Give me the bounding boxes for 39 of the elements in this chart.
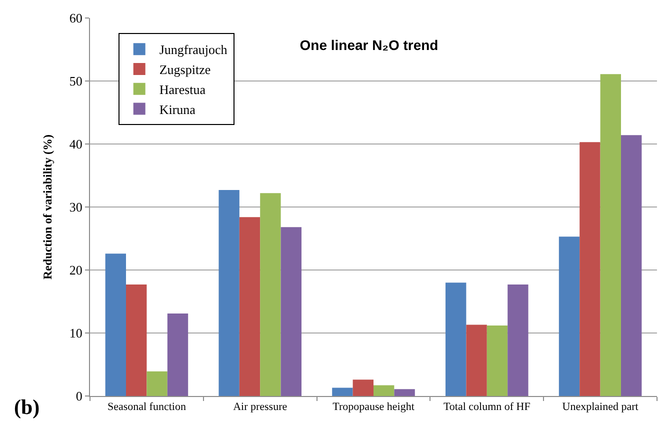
- bar: [580, 142, 600, 396]
- bar: [466, 324, 487, 396]
- bar: [332, 388, 353, 396]
- bar: [374, 385, 394, 396]
- y-tick-label: 50: [69, 74, 82, 89]
- bar: [394, 389, 415, 396]
- bar: [600, 74, 621, 396]
- bar: [558, 236, 580, 396]
- bar: [352, 380, 374, 396]
- legend-label: Kiruna: [159, 102, 196, 117]
- text: (b): [14, 395, 40, 419]
- bar: [621, 135, 642, 396]
- y-tick-label: 10: [69, 326, 82, 341]
- legend-label: Zugspitze: [159, 62, 211, 78]
- legend-label: Jungfraujoch: [159, 42, 228, 58]
- bar: [105, 254, 126, 396]
- legend-label: Harestua: [159, 82, 206, 97]
- bar: [218, 190, 240, 396]
- y-tick-label: 30: [69, 200, 82, 215]
- y-tick-label: 40: [69, 136, 82, 152]
- text: One linear N₂O trend: [300, 36, 438, 53]
- y-tick-label: 20: [69, 262, 82, 278]
- y-tick-label: 60: [69, 10, 82, 26]
- bar: [239, 217, 260, 396]
- x-tick-label: Unexplained part: [562, 401, 638, 414]
- x-tick-label: Air pressure: [233, 401, 288, 414]
- bar: [508, 284, 528, 396]
- bar: [260, 193, 281, 396]
- y-axis-title: Reduction of variability (%): [40, 134, 55, 280]
- x-tick-label: Seasonal function: [107, 401, 186, 414]
- bar: [167, 313, 188, 396]
- y-tick-label: 0: [76, 388, 82, 404]
- bar: [126, 284, 147, 396]
- x-tick-label: Tropopause height: [332, 401, 414, 414]
- bar: [446, 282, 466, 396]
- x-tick-label: Total column of HF: [443, 401, 530, 414]
- bar: [280, 227, 302, 396]
- bar: [146, 371, 168, 396]
- bar: [486, 325, 508, 396]
